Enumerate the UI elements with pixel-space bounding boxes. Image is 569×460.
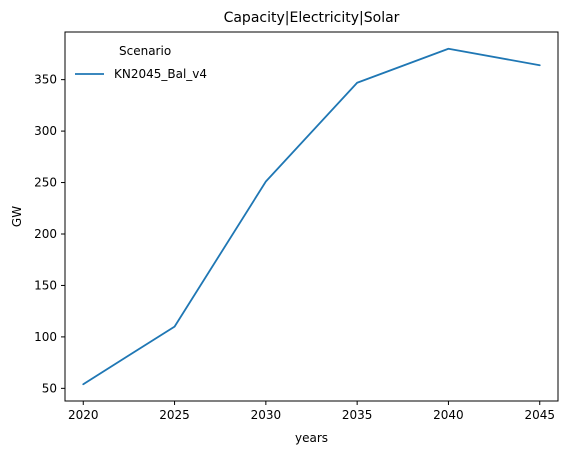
series-line-0 <box>82 47 541 386</box>
x-tick-label: 2025 <box>159 408 190 422</box>
x-tick-label: 2030 <box>251 408 282 422</box>
y-axis-ticks: 50 100 150 200 250 300 350 <box>34 73 65 395</box>
x-tick-label: 2045 <box>524 408 555 422</box>
axes-frame <box>64 31 559 402</box>
x-tick-label: 2040 <box>433 408 464 422</box>
legend-label: KN2045_Bal_v4 <box>114 67 207 81</box>
y-tick-label: 250 <box>34 176 57 190</box>
x-tick-label: 2020 <box>68 408 99 422</box>
y-tick-label: 200 <box>34 227 57 241</box>
x-axis-ticks: 2020 2025 2030 2035 2040 2045 <box>68 401 555 422</box>
x-axis-label: years <box>295 431 328 445</box>
legend-title: Scenario <box>119 44 171 58</box>
legend-items: KN2045_Bal_v4 <box>75 67 207 81</box>
y-tick-label: 50 <box>42 381 57 395</box>
legend: Scenario KN2045_Bal_v4 <box>75 44 207 81</box>
chart-title: Capacity|Electricity|Solar <box>224 10 400 26</box>
y-tick-label: 300 <box>34 124 57 138</box>
y-axis-label: GW <box>10 206 24 227</box>
y-tick-label: 150 <box>34 278 57 292</box>
y-tick-label: 350 <box>34 73 57 87</box>
plot-area: 2020 2025 2030 2035 2040 2045 50 100 150 200 250 3… <box>34 31 559 422</box>
series-layer <box>82 47 541 386</box>
y-tick-label: 100 <box>34 330 57 344</box>
x-tick-label: 2035 <box>342 408 373 422</box>
